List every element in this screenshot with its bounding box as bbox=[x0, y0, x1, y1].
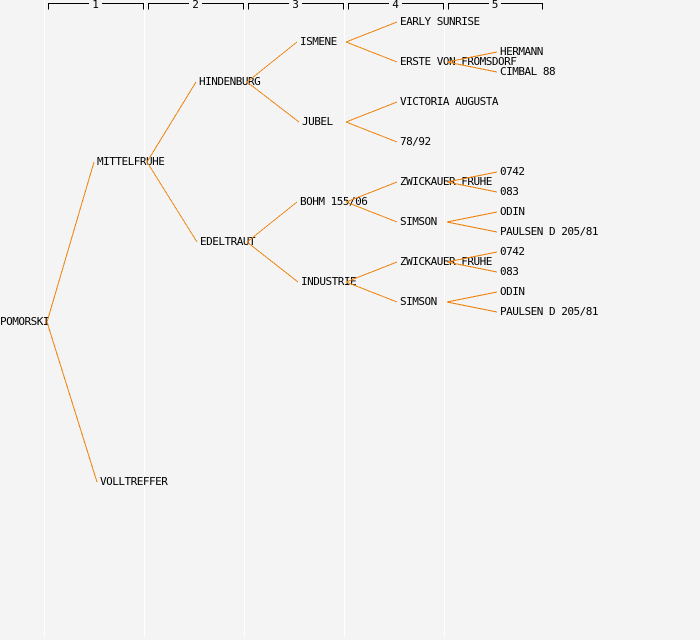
tree-node-volltreffer[interactable]: VOLLTREFFER bbox=[100, 475, 168, 488]
tree-node-edeltraut[interactable]: EDELTRAUT bbox=[200, 235, 256, 248]
tree-node-simson-1[interactable]: SIMSON bbox=[400, 215, 437, 228]
tree-node-78-92[interactable]: 78/92 bbox=[400, 135, 431, 148]
column-header-3: 3 bbox=[248, 0, 343, 11]
column-header-4: 4 bbox=[348, 0, 443, 11]
column-header-5: 5 bbox=[448, 0, 542, 11]
tree-node-industrie[interactable]: INDUSTRIE bbox=[301, 275, 357, 288]
tree-node-victoria-augusta[interactable]: VICTORIA AUGUSTA bbox=[400, 95, 498, 108]
tree-node-0742-1[interactable]: 0742 bbox=[500, 165, 525, 178]
column-header-2: 2 bbox=[148, 0, 243, 11]
column-header-label: 2 bbox=[189, 0, 202, 11]
tree-node-jubel[interactable]: JUBEL bbox=[302, 115, 333, 128]
tree-node-zwickauer-fruhe-1[interactable]: ZWICKAUER FRUHE bbox=[400, 175, 492, 188]
tree-node-erste-von-fromsdorf[interactable]: ERSTE VON FROMSDORF bbox=[400, 55, 517, 68]
tree-node-pomorski[interactable]: POMORSKI bbox=[0, 315, 49, 328]
tree-node-paulsen-1[interactable]: PAULSEN D 205/81 bbox=[500, 225, 598, 238]
tree-node-083-1[interactable]: 083 bbox=[500, 185, 519, 198]
tree-node-ismene[interactable]: ISMENE bbox=[300, 35, 337, 48]
tree-node-early-sunrise[interactable]: EARLY SUNRISE bbox=[400, 15, 480, 28]
tree-node-bohm[interactable]: BOHM 155/06 bbox=[300, 195, 368, 208]
tree-node-cimbal-88[interactable]: CIMBAL 88 bbox=[500, 65, 556, 78]
column-header-1: 1 bbox=[48, 0, 143, 11]
column-header-label: 5 bbox=[488, 0, 502, 11]
column-header-label: 1 bbox=[89, 0, 102, 11]
tree-node-083-2[interactable]: 083 bbox=[500, 265, 519, 278]
tree-node-odin-2[interactable]: ODIN bbox=[500, 285, 525, 298]
tree-node-hermann[interactable]: HERMANN bbox=[500, 45, 543, 58]
tree-node-zwickauer-fruhe-2[interactable]: ZWICKAUER FRUHE bbox=[400, 255, 492, 268]
tree-node-mittelfruhe[interactable]: MITTELFRUHE bbox=[97, 155, 165, 168]
column-header-label: 4 bbox=[389, 0, 402, 11]
tree-node-0742-2[interactable]: 0742 bbox=[500, 245, 525, 258]
tree-node-simson-2[interactable]: SIMSON bbox=[400, 295, 437, 308]
column-header-label: 3 bbox=[289, 0, 302, 11]
tree-node-paulsen-2[interactable]: PAULSEN D 205/81 bbox=[500, 305, 598, 318]
tree-node-odin-1[interactable]: ODIN bbox=[500, 205, 525, 218]
tree-node-hindenburg[interactable]: HINDENBURG bbox=[199, 75, 261, 88]
generation-header-row: 1 2 3 4 5 bbox=[0, 0, 700, 20]
